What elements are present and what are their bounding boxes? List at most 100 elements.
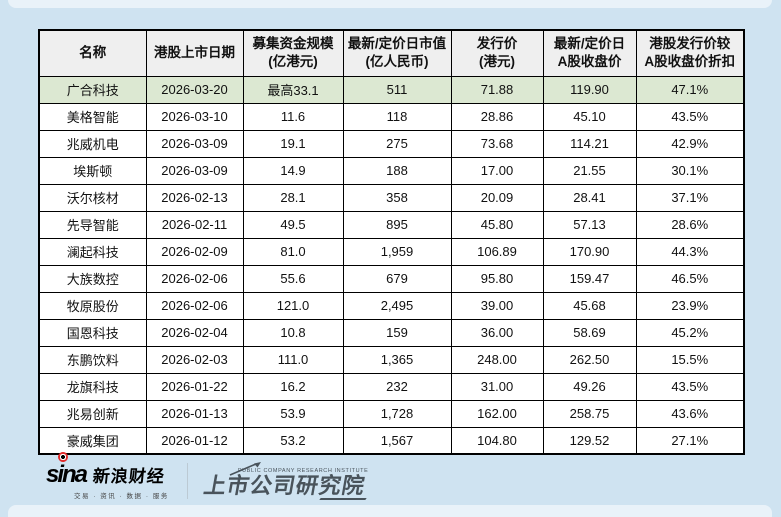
cell-price: 45.80 [450,210,544,239]
cell-raise: 11.6 [242,102,344,131]
cell-a_close: 119.90 [542,75,637,104]
institute-logo: PUBLIC COMPANY RESEARCH INSTITUTE 上市公司研究… [201,461,369,500]
cell-raise: 53.2 [242,426,344,455]
cell-date: 2026-01-22 [145,372,244,401]
cell-price: 248.00 [450,345,544,374]
cell-mcap: 275 [342,129,452,158]
table-row: 沃尔核材 2026-02-13 28.1 358 20.09 28.41 37.1% [38,183,745,212]
cell-name: 先导智能 [38,210,147,239]
arrow-icon [229,461,261,476]
cell-date: 2026-01-12 [145,426,244,455]
cell-a_close: 129.52 [542,426,637,455]
cell-raise: 121.0 [242,291,344,320]
column-header: 最新/定价日 A股收盘价 [542,29,637,77]
footer-logos: sina 新浪财经 交易 · 资讯 · 数据 · 服务 PUBLIC COMPA… [46,450,369,504]
cell-price: 20.09 [450,183,544,212]
cell-raise: 10.8 [242,318,344,347]
cell-name: 澜起科技 [38,237,147,266]
cell-a_close: 114.21 [542,129,637,158]
column-header: 名称 [38,29,147,77]
column-header: 最新/定价日市值 (亿人民币) [342,29,452,77]
sina-brand-text: 新浪财经 [91,467,166,486]
cell-discount: 37.1% [635,183,745,212]
cell-raise: 最高33.1 [242,75,344,104]
cell-raise: 53.9 [242,399,344,428]
table-row: 国恩科技 2026-02-04 10.8 159 36.00 58.69 45.2% [38,318,745,347]
table-row: 牧原股份 2026-02-06 121.0 2,495 39.00 45.68 23.9% [38,291,745,320]
cell-a_close: 28.41 [542,183,637,212]
cell-name: 沃尔核材 [38,183,147,212]
cell-mcap: 679 [342,264,452,293]
cell-discount: 23.9% [635,291,745,320]
cell-discount: 43.5% [635,372,745,401]
cell-mcap: 1,728 [342,399,452,428]
cell-date: 2026-02-09 [145,237,244,266]
institute-subtitle: PUBLIC COMPANY RESEARCH INSTITUTE [237,467,369,474]
cell-date: 2026-02-04 [145,318,244,347]
column-header: 港股上市日期 [145,29,244,77]
cell-name: 美格智能 [38,102,147,131]
cell-discount: 15.5% [635,345,745,374]
cell-raise: 28.1 [242,183,344,212]
column-header: 港股发行价较 A股收盘价折扣 [635,29,745,77]
cell-mcap: 1,959 [342,237,452,266]
cell-discount: 45.2% [635,318,745,347]
logo-divider [186,463,188,499]
cell-price: 28.86 [450,102,544,131]
cell-mcap: 511 [342,75,452,104]
cell-price: 17.00 [450,156,544,185]
cell-raise: 111.0 [242,345,344,374]
cell-name: 国恩科技 [38,318,147,347]
cell-price: 106.89 [450,237,544,266]
cell-price: 73.68 [450,129,544,158]
cell-date: 2026-03-09 [145,156,244,185]
cell-a_close: 45.10 [542,102,637,131]
cell-discount: 44.3% [635,237,745,266]
table-row: 大族数控 2026-02-06 55.6 679 95.80 159.47 46.5% [38,264,745,293]
cell-discount: 47.1% [635,75,745,104]
table-row: 美格智能 2026-03-10 11.6 118 28.86 45.10 43.5% [38,102,745,131]
cell-price: 71.88 [450,75,544,104]
cell-a_close: 258.75 [542,399,637,428]
cell-mcap: 1,567 [342,426,452,455]
cell-name: 埃斯顿 [38,156,147,185]
cell-discount: 43.5% [635,102,745,131]
sina-logo-text: sina [46,461,88,488]
table-row: 埃斯顿 2026-03-09 14.9 188 17.00 21.55 30.1% [38,156,745,185]
cell-name: 大族数控 [38,264,147,293]
cell-a_close: 159.47 [542,264,637,293]
cell-mcap: 2,495 [342,291,452,320]
cell-name: 豪威集团 [38,426,147,455]
table-row: 龙旗科技 2026-01-22 16.2 232 31.00 49.26 43.5% [38,372,745,401]
cell-price: 162.00 [450,399,544,428]
sina-tagline: 交易 · 资讯 · 数据 · 服务 [74,493,169,500]
cell-name: 广合科技 [38,75,147,104]
table-row: 兆威机电 2026-03-09 19.1 275 73.68 114.21 42.9% [38,129,745,158]
cell-date: 2026-02-03 [145,345,244,374]
cell-discount: 27.1% [635,426,745,455]
cell-raise: 14.9 [242,156,344,185]
cell-date: 2026-02-11 [145,210,244,239]
table-row: 先导智能 2026-02-11 49.5 895 45.80 57.13 28.6% [38,210,745,239]
cell-price: 36.00 [450,318,544,347]
cell-name: 东鹏饮料 [38,345,147,374]
bottom-card-edge [8,505,772,517]
cell-a_close: 21.55 [542,156,637,185]
cell-mcap: 1,365 [342,345,452,374]
cell-price: 95.80 [450,264,544,293]
cell-date: 2026-02-06 [145,264,244,293]
cell-date: 2026-02-13 [145,183,244,212]
header-row: 名称 港股上市日期 募集资金规模 (亿港元) 最新/定价日市值 (亿人民币) 发行价 (港元)… [38,29,745,77]
table-row: 豪威集团 2026-01-12 53.2 1,567 104.80 129.52 27.1% [38,426,745,455]
cell-date: 2026-02-06 [145,291,244,320]
cell-a_close: 170.90 [542,237,637,266]
institute-name: 上市公司研究院 [201,472,368,498]
cell-mcap: 118 [342,102,452,131]
cell-name: 牧原股份 [38,291,147,320]
cell-a_close: 49.26 [542,372,637,401]
cell-mcap: 358 [342,183,452,212]
cell-discount: 30.1% [635,156,745,185]
cell-mcap: 159 [342,318,452,347]
cell-name: 兆易创新 [38,399,147,428]
cell-a_close: 57.13 [542,210,637,239]
